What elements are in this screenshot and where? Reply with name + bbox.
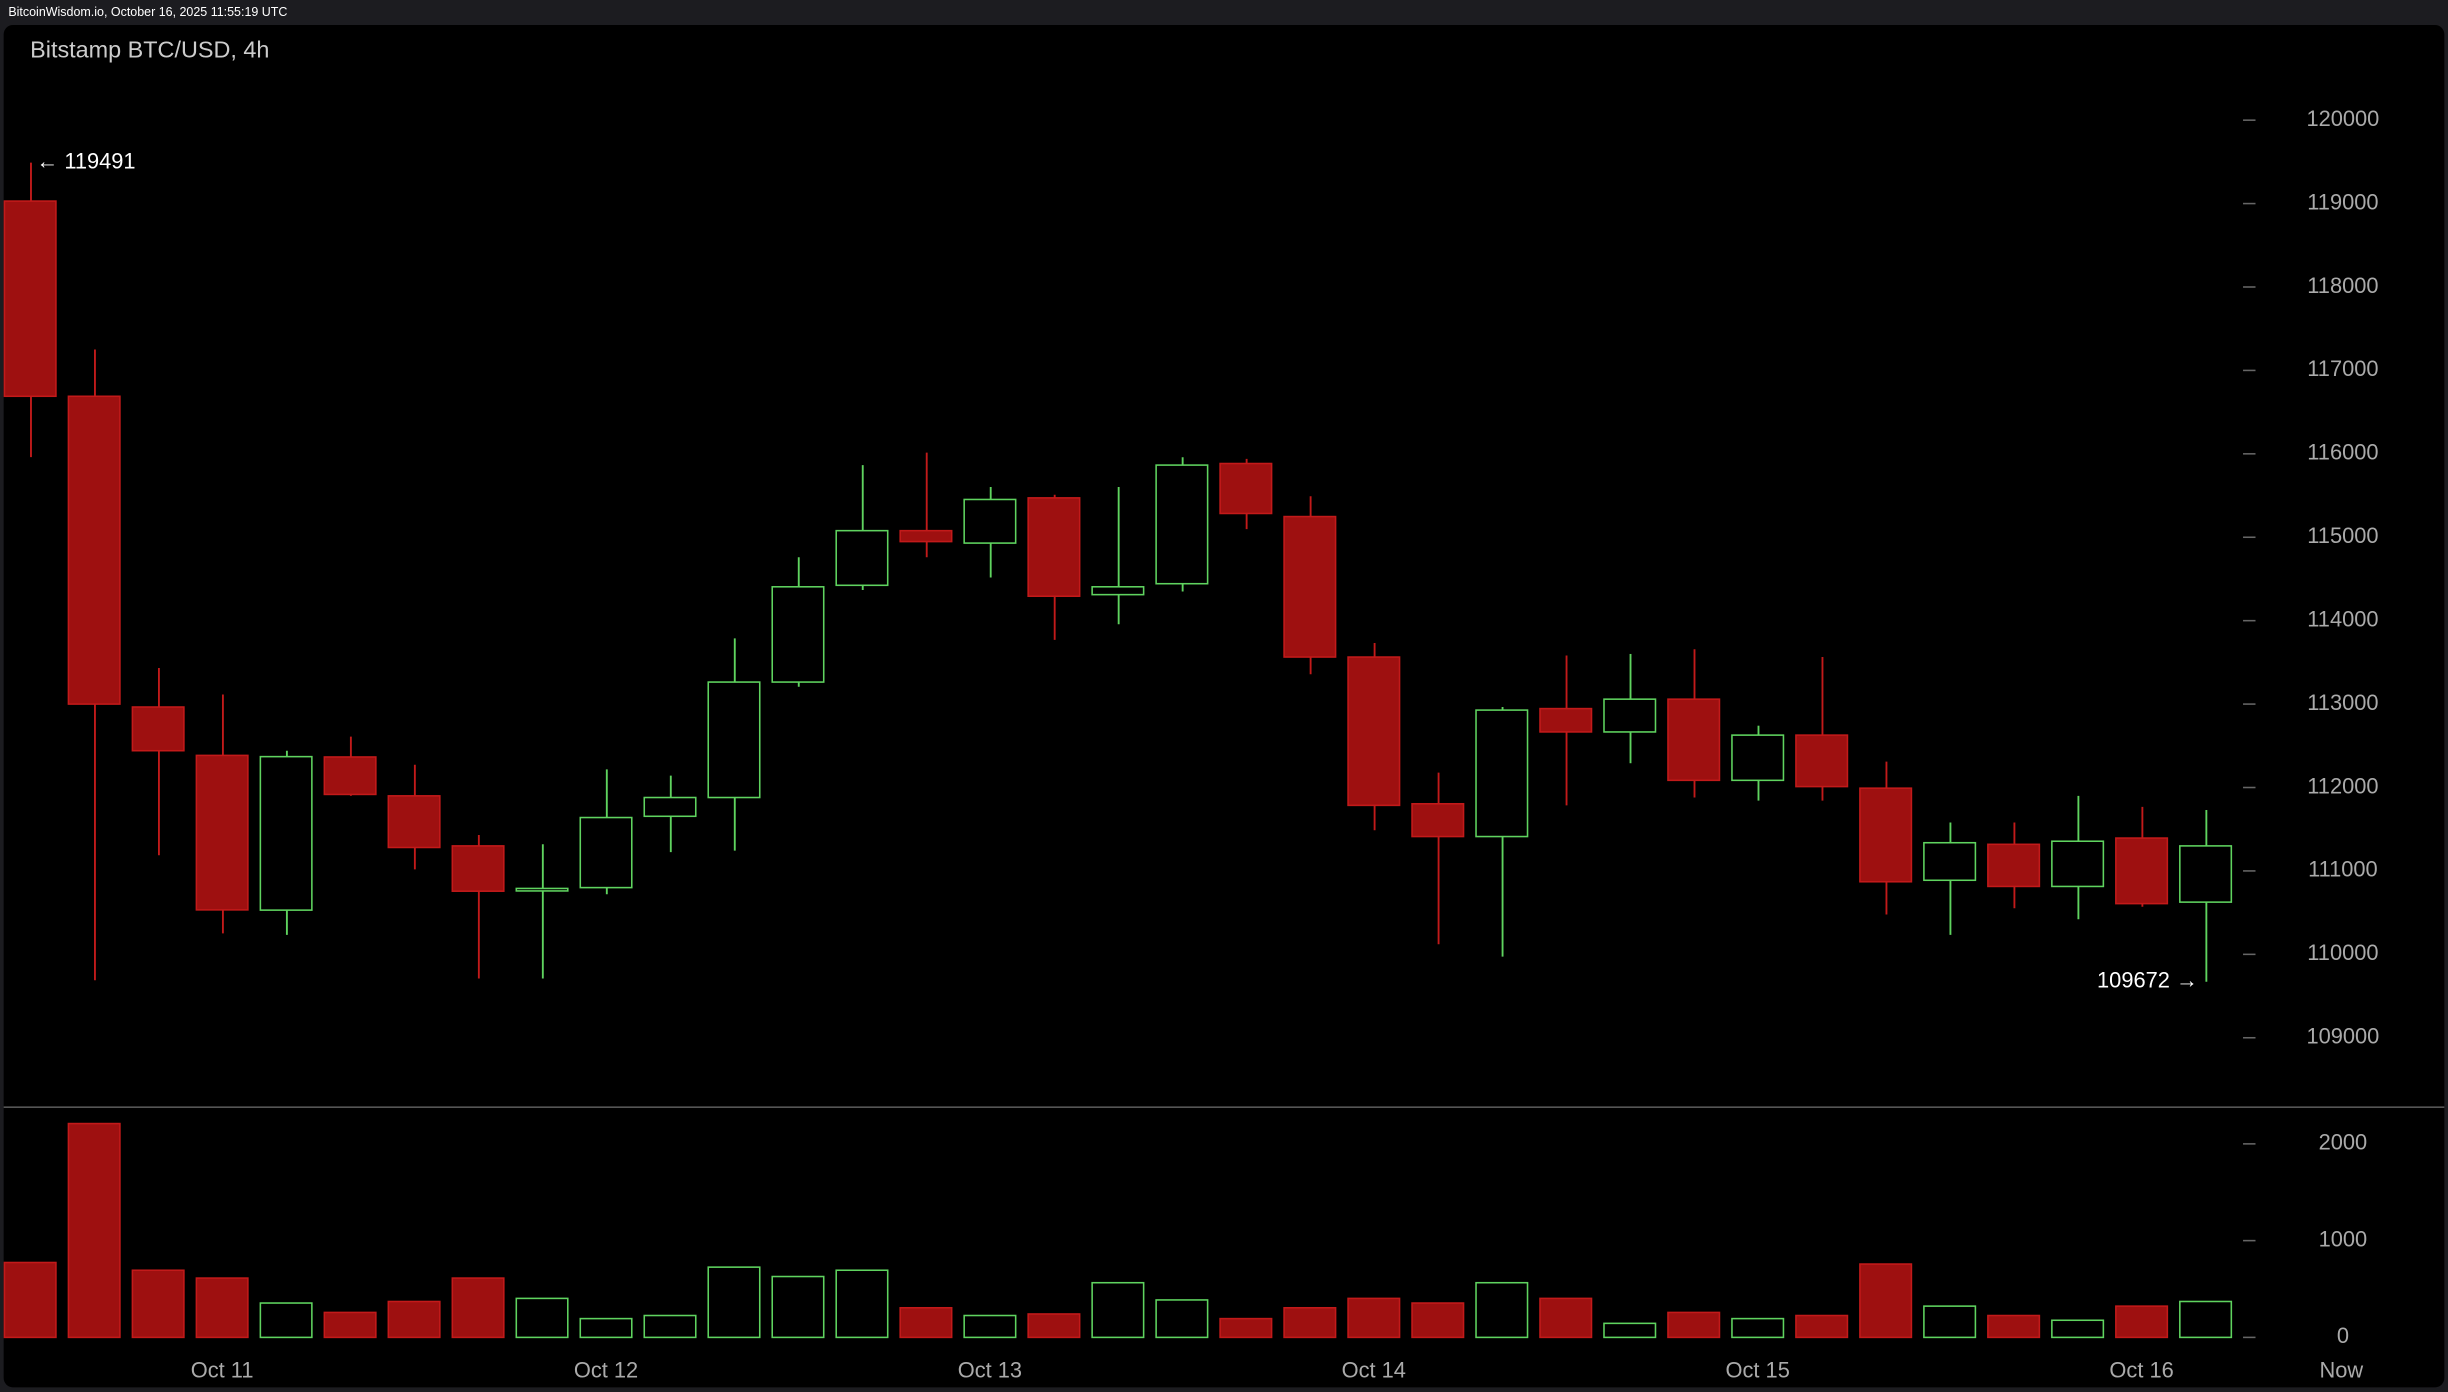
volume-bar [1795,1314,1849,1339]
volume-bar [1411,1302,1465,1339]
candle-body [67,395,121,705]
candle-body [1539,707,1593,733]
y-tick-label: 109000 [2306,1024,2379,1049]
chart-area [3,24,2445,1388]
candle-body [771,586,825,683]
volume-bar [579,1317,633,1339]
candle-body [259,755,313,911]
volume-bar [1091,1281,1145,1339]
header: BitcoinWisdom.io, October 16, 2025 11:55… [8,5,287,19]
y-tick-label: 113000 [2307,690,2378,715]
volume-bar [835,1269,889,1339]
volume-bar [707,1266,761,1339]
candle-body [1603,698,1657,733]
candle-body [1731,734,1785,782]
candle-body [2115,837,2169,905]
candle-body [195,754,249,911]
volume-bar [1923,1305,1977,1339]
candle-body [2051,840,2105,888]
candle-body [899,529,953,543]
volume-bar [1987,1314,2041,1339]
candle-body [1411,802,1465,838]
candle-body [707,681,761,799]
volume-bar [1731,1317,1785,1339]
volume-bar [643,1314,697,1339]
candle-body [1347,656,1401,807]
volume-bar [963,1314,1017,1339]
candle-body [1859,787,1913,883]
candle-body [1283,515,1337,658]
annotation: 109672 → [2097,967,2198,992]
candle-body [131,706,185,752]
x-tick-label: Oct 11 [191,1357,254,1382]
volume-bar [67,1122,121,1339]
y-tick-label: 112000 [2307,773,2378,798]
volume-bar [323,1311,377,1339]
candle-body [451,845,505,892]
x-tick-label: Oct 14 [1342,1357,1406,1382]
y-tick-label: 120000 [2306,106,2379,131]
volume-bar [1219,1317,1273,1339]
y-tick-label: 111000 [2308,857,2378,882]
volume-bar [3,1261,57,1339]
volume-bar [1475,1281,1529,1339]
candle-body [1923,841,1977,882]
volume-bar [1155,1299,1209,1339]
volume-bar [899,1306,953,1339]
candle-body [963,498,1017,544]
candle-body [1219,462,1273,515]
y-tick-label: 119000 [2307,189,2378,214]
volume-tick-label: 0 [2337,1323,2349,1348]
volume-bar [1539,1297,1593,1339]
annotation: ← 119491 [36,148,135,173]
candle-body [579,816,633,889]
now-label: Now [2320,1357,2364,1382]
volume-bar [1347,1297,1401,1339]
candle-body [2179,845,2233,903]
volume-bar [771,1275,825,1339]
candle-body [323,756,377,796]
candle-body [515,887,569,892]
candle-body [387,795,441,849]
candle-body [643,796,697,818]
candle-body [1155,464,1209,585]
chart-title: Bitstamp BTC/USD, 4h [30,37,269,63]
y-tick-label: 114000 [2307,606,2378,631]
y-tick-label: 115000 [2307,523,2378,548]
candle-body [1027,497,1081,598]
y-tick-label: 118000 [2307,273,2378,298]
volume-bar [131,1269,185,1339]
volume-bar [387,1300,441,1339]
candle-body [1475,709,1529,838]
y-tick-label: 116000 [2307,440,2378,465]
y-tick-label: 117000 [2307,356,2378,381]
volume-bar [515,1297,569,1339]
volume-bar [1859,1263,1913,1339]
candle-body [1667,698,1721,782]
volume-bar [2115,1305,2169,1339]
candle-body [1987,843,2041,888]
x-tick-label: Oct 13 [958,1357,1022,1382]
y-tick-label: 110000 [2307,940,2378,965]
candle-body [3,200,57,398]
volume-bar [1027,1313,1081,1339]
volume-bar [1603,1322,1657,1339]
candle-body [835,529,889,587]
candle-body [1795,734,1849,788]
volume-bar [1283,1306,1337,1339]
volume-bar [2051,1319,2105,1339]
volume-tick-label: 2000 [2319,1130,2368,1155]
volume-bar [259,1302,313,1339]
volume-bar [2179,1300,2233,1339]
candle-body [1091,586,1145,596]
volume-bar [1667,1311,1721,1339]
volume-bar [451,1277,505,1339]
volume-bar [195,1277,249,1339]
x-tick-label: Oct 12 [574,1357,638,1382]
x-tick-label: Oct 16 [2109,1357,2173,1382]
volume-tick-label: 1000 [2319,1226,2368,1251]
x-tick-label: Oct 15 [1726,1357,1790,1382]
